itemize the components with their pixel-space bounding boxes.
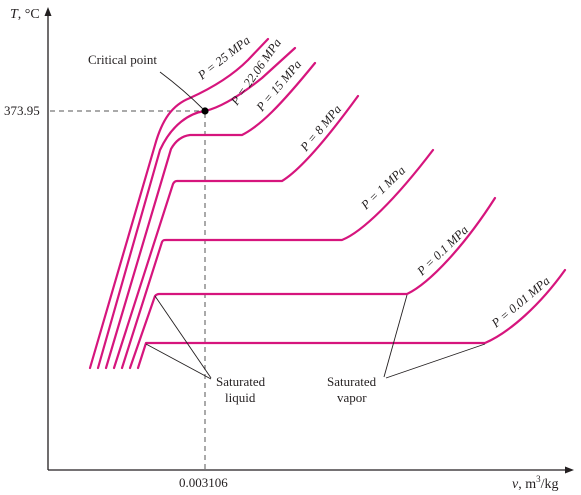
isobar-1-mpa bbox=[120, 148, 435, 370]
critical-point-marker bbox=[201, 107, 209, 115]
critical-point-label: Critical point bbox=[88, 52, 157, 67]
isobar-15-mpa bbox=[104, 61, 317, 370]
critical-volume-value: 0.003106 bbox=[179, 475, 228, 490]
isobars bbox=[88, 37, 567, 370]
x-axis-label: v, m3/kg bbox=[512, 474, 559, 492]
isobar-0-1-mpa bbox=[128, 196, 497, 370]
y-axis-label: T, °C bbox=[10, 7, 40, 22]
axes bbox=[44, 7, 574, 474]
y-axis-arrow bbox=[44, 7, 52, 16]
saturated-liquid-label-line2: liquid bbox=[225, 390, 256, 405]
isobar-8-mpa bbox=[112, 94, 360, 370]
saturated-liquid-label-line1: Saturated bbox=[216, 374, 266, 389]
x-axis-label-unit: , m bbox=[518, 477, 536, 492]
isobar-label-0-01-mpa: P = 0.01 MPa bbox=[488, 274, 552, 331]
sat-vapor-leader-upper bbox=[383, 294, 408, 378]
y-axis-label-var: T bbox=[10, 7, 19, 22]
saturated-vapor-leaders bbox=[383, 294, 486, 379]
critical-temperature-value: 373.95 bbox=[4, 103, 40, 118]
isobar-0-01-mpa bbox=[136, 268, 567, 370]
x-axis-label-tail: /kg bbox=[541, 477, 559, 492]
y-axis-label-unit: , °C bbox=[18, 7, 40, 22]
isobar-label-0-1-mpa: P = 0.1 MPa bbox=[414, 223, 471, 279]
critical-point-leader bbox=[159, 71, 204, 110]
saturated-liquid-leaders bbox=[145, 295, 212, 380]
sat-vapor-leader-lower bbox=[385, 343, 486, 379]
saturated-vapor-label-line2: vapor bbox=[337, 390, 367, 405]
isobar-label-8-mpa: P = 8 MPa bbox=[297, 102, 344, 154]
x-axis-label-var: v bbox=[512, 477, 519, 492]
sat-liquid-leader-lower bbox=[145, 343, 212, 380]
saturated-vapor-label-line1: Saturated bbox=[327, 374, 377, 389]
isobar-25-mpa bbox=[88, 37, 270, 370]
x-axis-label-exp: 3 bbox=[536, 474, 541, 484]
critical-guides bbox=[50, 110, 206, 470]
sat-liquid-leader-upper bbox=[154, 295, 212, 379]
x-axis-arrow bbox=[565, 466, 574, 474]
